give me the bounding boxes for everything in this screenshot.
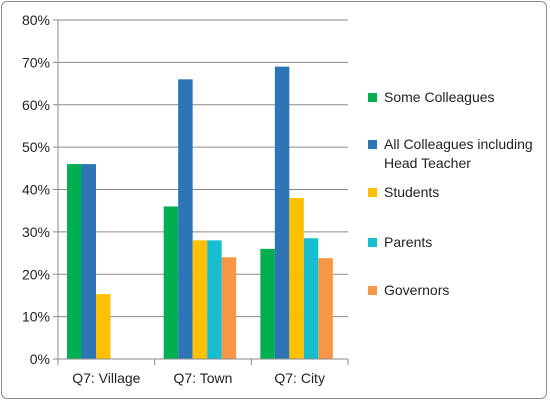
legend-swatch <box>368 93 377 102</box>
legend-label: Some Colleagues <box>384 89 495 105</box>
bar-some-colleagues-0 <box>67 164 82 359</box>
y-tick-label: 40% <box>22 182 50 198</box>
bars <box>67 66 333 360</box>
bar-some-colleagues-1 <box>163 206 179 359</box>
y-tick-label: 30% <box>22 224 50 240</box>
legend: Some Colleagues All Colleagues including H… <box>368 89 533 298</box>
y-tick-label: 10% <box>22 309 50 325</box>
x-tick-label: Q7: Village <box>72 370 140 386</box>
legend-label: All Colleagues including <box>384 136 533 152</box>
legend-swatch <box>368 238 377 247</box>
bar-governors-2 <box>318 258 333 359</box>
y-axis-ticks: 0% 10% 20% 30% 40% 50% 60% 70% 80% <box>22 12 58 367</box>
y-tick-label: 70% <box>22 54 50 70</box>
bar-students-0 <box>96 294 111 359</box>
bar-all-colleagues-including-head-teacher-0 <box>81 164 96 359</box>
legend-label: Students <box>384 184 439 200</box>
y-tick-label: 80% <box>22 12 50 28</box>
legend-swatch <box>368 140 377 149</box>
bar-parents-2 <box>303 238 319 359</box>
bar-some-colleagues-2 <box>260 248 275 359</box>
bar-governors-1 <box>221 257 237 359</box>
x-tick-label: Q7: City <box>274 370 325 386</box>
bar-all-colleagues-including-head-teacher-2 <box>274 66 290 360</box>
x-tick-label: Q7: Town <box>174 370 233 386</box>
bar-parents-1 <box>207 240 222 359</box>
y-tick-label: 50% <box>22 139 50 155</box>
y-tick-label: 0% <box>30 351 50 367</box>
legend-label: Head Teacher <box>384 155 471 171</box>
x-axis-ticks: Q7: Village Q7: Town Q7: City <box>57 359 349 386</box>
bar-students-2 <box>289 197 304 359</box>
legend-swatch <box>368 286 377 295</box>
y-tick-label: 60% <box>22 97 50 113</box>
bar-all-colleagues-including-head-teacher-1 <box>178 79 193 359</box>
bar-students-1 <box>192 240 208 359</box>
legend-label: Governors <box>384 282 449 298</box>
legend-label: Parents <box>384 234 432 250</box>
y-tick-label: 20% <box>22 266 50 282</box>
legend-swatch <box>368 188 377 197</box>
